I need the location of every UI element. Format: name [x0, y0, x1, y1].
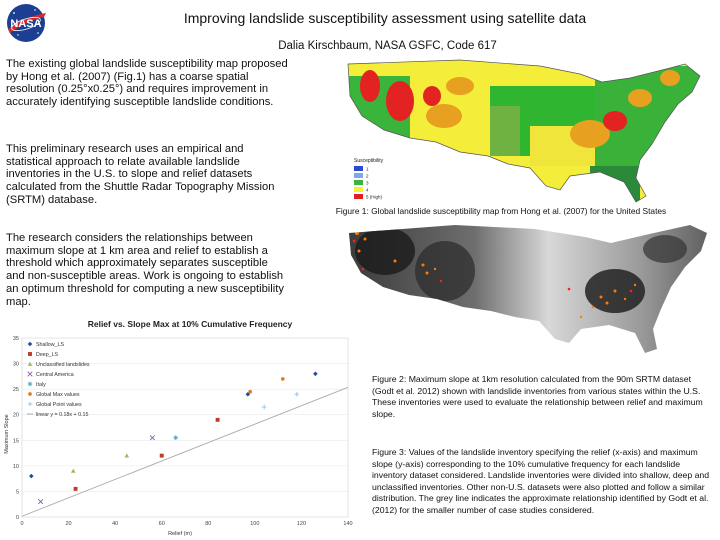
- legend-swatch-2: [354, 173, 363, 178]
- data-point: [173, 435, 178, 441]
- nasa-logo: NASA: [7, 4, 46, 42]
- data-point: [280, 377, 285, 381]
- legend-label-3: 3: [366, 180, 369, 185]
- figure2-caption: Figure 2: Maximum slope at 1km resolutio…: [372, 374, 703, 419]
- legend-entry: Unclassified landslides: [36, 362, 90, 368]
- legend-entry: Italy: [36, 382, 46, 388]
- y-tick-label: 35: [13, 336, 19, 342]
- legend-swatch-5: [354, 194, 363, 199]
- paragraph-intro: The existing global landslide susceptibi…: [6, 58, 288, 109]
- legend-entry: Shallow_LS: [36, 342, 64, 348]
- paragraph-method: This preliminary research uses an empiri…: [6, 143, 275, 206]
- us-susceptibility-map: Susceptibility 1 2 3 4 5 (High): [347, 59, 701, 203]
- data-point: [29, 473, 34, 479]
- x-tick-label: 20: [66, 521, 72, 527]
- data-point: [38, 499, 44, 505]
- x-tick-label: 60: [159, 521, 165, 527]
- legend-title: Susceptibility: [354, 158, 384, 164]
- legend-label-1: 1: [366, 166, 369, 171]
- data-point: [248, 389, 253, 394]
- legend-label-4: 4: [366, 187, 369, 192]
- legend-marker: [27, 371, 33, 377]
- chart-title: Relief vs. Slope Max at 10% Cumulative F…: [88, 319, 293, 329]
- x-tick-label: 0: [20, 521, 23, 527]
- legend-marker: [27, 381, 33, 387]
- y-tick-label: 30: [13, 362, 19, 368]
- legend-swatch-3: [354, 180, 363, 185]
- legend-marker: [28, 392, 32, 396]
- figure3-caption: Figure 3: Values of the landslide invent…: [372, 447, 710, 515]
- chart-legend: Shallow_LS Deep_LS Unclassified landslides…: [27, 341, 90, 418]
- legend-label-2: 2: [366, 173, 369, 178]
- x-tick-label: 80: [205, 521, 211, 527]
- y-tick-label: 20: [13, 413, 19, 419]
- legend-marker: [27, 361, 33, 366]
- legend-marker: [27, 401, 33, 407]
- legend-entry: Central America: [36, 372, 74, 378]
- data-point: [124, 453, 130, 458]
- legend-swatch-1: [354, 166, 363, 171]
- trendline: [21, 386, 349, 517]
- y-tick-label: 0: [16, 515, 19, 521]
- poster-author: Dalia Kirschbaum, NASA GSFC, Code 617: [278, 40, 497, 52]
- data-point: [149, 435, 156, 441]
- us-max-slope-map: [349, 225, 707, 353]
- y-tick-label: 10: [13, 464, 19, 470]
- poster-title: Improving landslide susceptibility asses…: [183, 10, 587, 26]
- legend-marker: [28, 352, 32, 356]
- legend-swatch-4: [354, 187, 363, 192]
- data-point: [70, 468, 76, 473]
- y-tick-label: 5: [16, 489, 19, 495]
- y-tick-label: 15: [13, 438, 19, 444]
- data-point: [73, 486, 78, 491]
- x-tick-label: 140: [343, 521, 352, 527]
- legend-label-5: 5 (High): [366, 194, 383, 199]
- x-tick-label: 100: [250, 521, 259, 527]
- data-point: [294, 391, 300, 397]
- figure1-caption: Figure 1: Global landslide susceptibilit…: [335, 206, 667, 216]
- chart-ylabel: Maximum Slope: [4, 414, 10, 453]
- x-tick-label: 40: [112, 521, 118, 527]
- legend-entry: Global Max values: [36, 392, 80, 398]
- legend-trendline-label: linear y = 0.18x + 0.15: [36, 412, 88, 418]
- x-tick-label: 120: [297, 521, 306, 527]
- data-point: [159, 453, 164, 458]
- legend-entry: Deep_LS: [36, 352, 59, 358]
- relief-slope-scatter-chart: Relief vs. Slope Max at 10% Cumulative F…: [4, 319, 353, 537]
- logo-wordmark: NASA: [10, 18, 41, 30]
- legend-marker: [27, 341, 33, 347]
- chart-xlabel: Relief (m): [168, 531, 192, 537]
- legend-entry: Global Point values: [36, 402, 82, 408]
- data-point: [261, 404, 267, 410]
- data-point: [215, 417, 220, 422]
- map-legend: Susceptibility 1 2 3 4 5 (High): [354, 158, 384, 199]
- paragraph-threshold: The research considers the relationships…: [6, 232, 284, 308]
- y-tick-label: 25: [13, 387, 19, 393]
